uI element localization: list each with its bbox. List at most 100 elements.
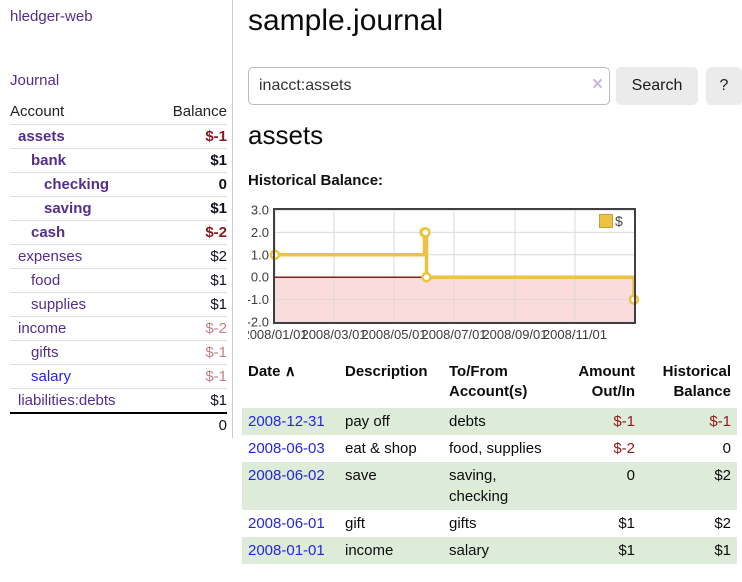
transaction-date-link[interactable]: 2008-12-31 [248,413,325,430]
transaction-description: income [345,542,394,559]
account-link-gifts[interactable]: gifts [31,344,59,361]
svg-text:0.0: 0.0 [251,270,269,285]
clear-search-icon[interactable]: × [592,74,604,95]
account-link-saving[interactable]: saving [44,200,92,217]
account-row: salary $-1 [10,364,227,388]
transaction-row: 2008-06-02 save saving, checking 0 $2 [242,462,737,510]
transaction-historical: $2 [714,467,731,484]
account-balance: $2 [210,248,227,265]
transaction-date-link[interactable]: 2008-01-01 [248,542,325,559]
transaction-accounts: food, supplies [449,440,542,457]
account-balance: 0 [218,176,227,193]
transaction-description: eat & shop [345,440,417,457]
transactions-table: Date ∧ Description To/From Account(s) Am… [242,358,737,564]
transaction-row: 2008-06-03 eat & shop food, supplies $-2… [242,435,737,462]
app-title-link[interactable]: hledger-web [10,8,93,25]
search-input[interactable] [248,67,610,105]
transaction-amount: $-2 [613,440,635,457]
svg-text:2008/03/01: 2008/03/01 [301,327,366,342]
legend-label: $ [615,213,623,229]
amount-column-header: Amount Out/In [578,363,635,400]
svg-text:-1.0: -1.0 [248,292,269,307]
account-balance: $-1 [205,368,227,385]
chart-title: Historical Balance: [248,172,384,189]
svg-text:2.0: 2.0 [251,225,269,240]
account-row: assets $-1 [10,124,227,148]
account-link-food[interactable]: food [31,272,61,289]
transaction-amount: 0 [626,467,635,484]
transaction-date-link[interactable]: 2008-06-03 [248,440,325,457]
accounts-total-row: 0 [10,412,227,437]
account-link-liabilities-debts[interactable]: liabilities:debts [18,392,116,409]
transaction-amount: $-1 [613,413,635,430]
account-row: bank $1 [10,148,227,172]
account-balance: $1 [210,296,227,313]
svg-text:2008/01/01: 2008/01/01 [248,327,308,342]
transaction-historical: 0 [722,440,731,457]
account-row: checking 0 [10,172,227,196]
account-link-salary[interactable]: salary [31,368,72,385]
transaction-date-link[interactable]: 2008-06-02 [248,467,325,484]
account-link-checking[interactable]: checking [44,176,110,193]
transaction-date-link[interactable]: 2008-06-01 [248,515,325,532]
transactions-header-row: Date ∧ Description To/From Account(s) Am… [242,358,737,408]
svg-text:2008/05/01: 2008/05/01 [361,327,426,342]
transaction-accounts: salary [449,542,490,559]
transaction-historical: $2 [714,515,731,532]
account-balance: $-1 [205,128,227,145]
date-column-header[interactable]: Date ∧ [242,358,339,408]
transaction-accounts: debts [449,413,486,430]
balance-column-header: Balance [172,103,227,120]
historical-column-header: Historical Balance [662,363,731,400]
account-link-cash[interactable]: cash [31,224,66,241]
sort-ascending-icon: ∧ [284,363,296,380]
sidebar-item-journal[interactable]: Journal [10,72,60,89]
account-row: gifts $-1 [10,340,227,364]
account-link-expenses[interactable]: expenses [18,248,83,265]
account-heading: assets [248,120,324,150]
svg-text:1.0: 1.0 [251,247,269,262]
page-title: sample.journal [248,4,444,37]
svg-text:2008/09/01: 2008/09/01 [482,327,547,342]
accounts-total-value: 0 [218,417,227,434]
transaction-accounts: saving, checking [449,467,509,505]
account-row: food $1 [10,268,227,292]
account-link-assets[interactable]: assets [18,128,65,145]
svg-text:2008/07/01: 2008/07/01 [421,327,486,342]
account-balance: $1 [210,200,227,217]
help-button[interactable]: ? [706,67,742,105]
account-balance: $-2 [205,320,227,337]
account-row: expenses $2 [10,244,227,268]
svg-text:2008/11/01: 2008/11/01 [543,327,607,342]
transaction-row: 2008-01-01 income salary $1 $1 [242,537,737,564]
sidebar-divider [232,0,233,438]
svg-text:3.0: 3.0 [251,203,269,218]
balance-chart: 3.0 2.0 1.0 0.0 -1.0 -2.0 2008/01/01 2008/03/01… [248,200,648,350]
transaction-description: pay off [345,413,390,430]
account-balance: $1 [210,392,227,409]
chart-legend: $ [599,213,623,229]
account-balance: $1 [210,272,227,289]
account-row: saving $1 [10,196,227,220]
account-row: cash $-2 [10,220,227,244]
transaction-historical: $1 [714,542,731,559]
date-header-label: Date [248,363,281,380]
account-column-header: Account [10,103,65,120]
account-row: income $-2 [10,316,227,340]
search-button[interactable]: Search [616,67,698,105]
account-link-income[interactable]: income [18,320,67,337]
transaction-row: 2008-12-31 pay off debts $-1 $-1 [242,408,737,435]
accounts-table: Account Balance assets $-1 bank $1 check… [10,100,227,437]
transaction-accounts: gifts [449,515,477,532]
transaction-row: 2008-06-01 gift gifts $1 $2 [242,510,737,537]
account-row: supplies $1 [10,292,227,316]
tofrom-column-header: To/From Account(s) [449,363,528,400]
transaction-description: gift [345,515,366,532]
account-link-supplies[interactable]: supplies [31,296,87,313]
account-link-bank[interactable]: bank [31,152,67,169]
legend-swatch-icon [599,214,613,228]
description-column-header: Description [345,363,428,380]
transaction-amount: $1 [618,542,635,559]
transaction-description: save [345,467,377,484]
